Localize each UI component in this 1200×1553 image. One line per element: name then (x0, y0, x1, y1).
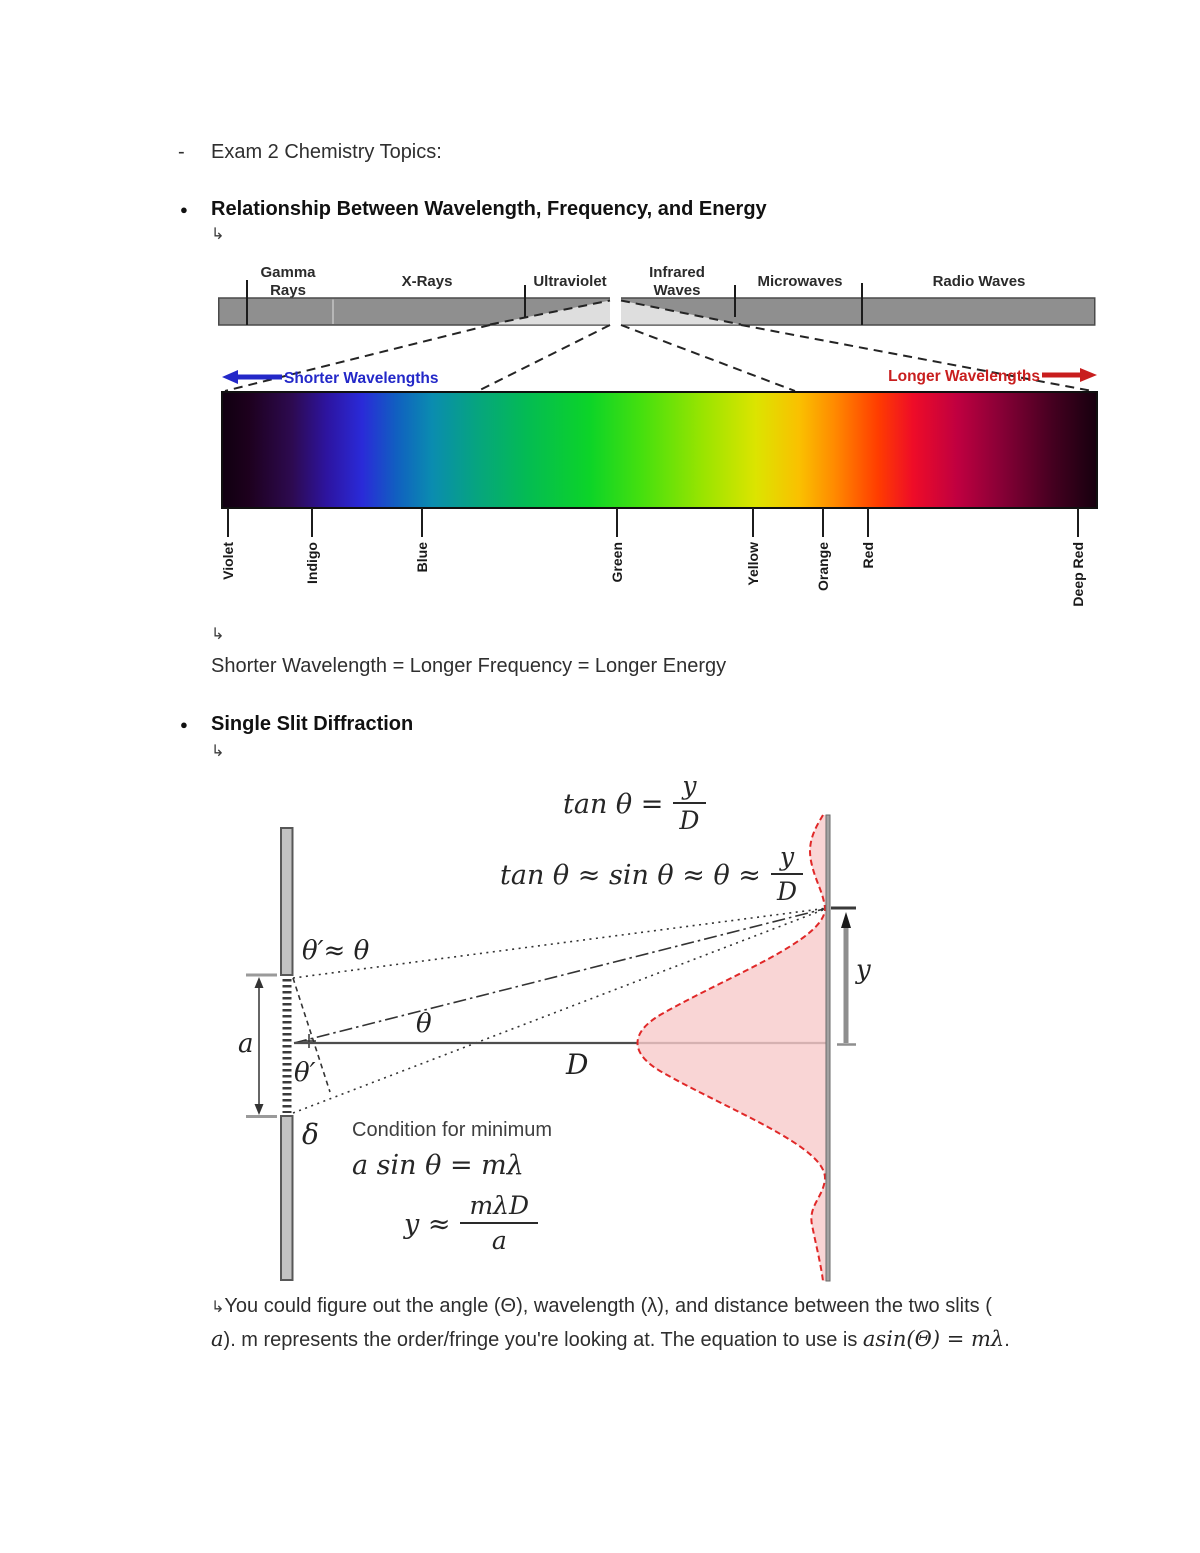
color-ticks (227, 508, 1079, 537)
path-difference-cross-marker (302, 1034, 316, 1048)
band-label-ultraviolet: Ultraviolet (533, 273, 606, 290)
equation-asin-theta: a sin θ = mλ (352, 1150, 524, 1181)
spectrum-label-orange: Orange (815, 542, 831, 591)
slit-barrier-top (280, 827, 294, 976)
eq1-lhs: tan θ = (563, 788, 664, 820)
eq1-fraction: y D (673, 772, 706, 836)
longer-wavelengths-label: Longer Wavelengths (888, 368, 1040, 385)
eq4-fraction: mλD a (460, 1192, 539, 1256)
intensity-curve (636, 814, 827, 1282)
em-spectrum-figure: Gamma Rays X-Rays Ultraviolet Infrared W… (218, 264, 1098, 607)
band-label-microwaves: Microwaves (757, 273, 842, 290)
label-theta-prime: θ′ (294, 1058, 316, 1088)
band-label-radiowaves: Radio Waves (933, 273, 1026, 290)
bullet-icon: ● (180, 202, 188, 217)
intro-dash: - (178, 141, 185, 163)
spectrum-label-blue: Blue (414, 542, 430, 573)
footnote-line2: a). m represents the order/fringe you're… (211, 1327, 1010, 1351)
condition-for-minimum-label: Condition for minimum (352, 1119, 552, 1141)
spectrum-label-deep-red: Deep Red (1070, 542, 1086, 607)
page-title: Exam 2 Chemistry Topics: (211, 141, 442, 163)
shorter-arrowhead-icon (222, 370, 238, 384)
continuation-arrow-icon: ↳ (211, 624, 225, 643)
label-theta: θ (416, 1009, 432, 1039)
continuation-arrow-icon: ↳ (211, 1297, 225, 1316)
band-boundary-ticks (246, 280, 863, 325)
intensity-pattern-fill (637, 815, 827, 1281)
slit-width-dimension (246, 973, 277, 1118)
footnote-paragraph: ↳You could figure out the angle (Θ), wav… (211, 1290, 1071, 1357)
wavelength-note: Shorter Wavelength = Longer Frequency = … (211, 655, 727, 677)
band-label-gamma-line2: Rays (270, 282, 306, 299)
equation-small-angle: tan θ ≈ sin θ ≈ θ ≈ y D (500, 843, 804, 907)
continuation-arrow-icon: ↳ (211, 741, 225, 760)
band-label-xrays: X-Rays (402, 273, 453, 290)
visible-spectrum-bar (221, 391, 1098, 509)
footnote-line1: ↳You could figure out the angle (Θ), wav… (211, 1295, 992, 1317)
rays-to-screen (292, 907, 829, 1114)
equation-y-approx: y ≈ mλD a (404, 1192, 539, 1256)
slit-barrier-bottom (280, 1115, 294, 1281)
equation-tan-theta: tan θ = y D (563, 772, 706, 836)
heading-wavelength-frequency-energy: Relationship Between Wavelength, Frequen… (211, 198, 767, 220)
spectrum-label-yellow: Yellow (745, 542, 761, 586)
single-slit-diffraction-figure: a θ′≈ θ θ θ′ δ D y Condition for minimum (238, 814, 871, 1282)
eq4-lhs: y ≈ (404, 1208, 451, 1240)
spectrum-label-indigo: Indigo (304, 542, 320, 584)
label-theta-approx: θ′≈ θ (302, 936, 370, 966)
shorter-wavelengths-label: Shorter Wavelengths (284, 370, 438, 387)
longer-arrowhead-icon (1080, 368, 1097, 382)
continuation-arrow-icon: ↳ (211, 224, 225, 243)
heading-single-slit-diffraction: Single Slit Diffraction (211, 713, 414, 735)
screen (825, 814, 831, 1282)
eq2-fraction: y D (770, 843, 804, 907)
spectrum-label-green: Green (609, 542, 625, 582)
spectrum-label-red: Red (860, 542, 876, 568)
band-label-infrared-line1: Infrared (649, 264, 705, 281)
label-delta: δ (302, 1118, 319, 1151)
label-slit-width-a: a (238, 1029, 254, 1059)
eq2-lhs: tan θ ≈ sin θ ≈ θ ≈ (500, 859, 761, 891)
dashed-expansion-lines (224, 299, 1093, 392)
spectrum-label-violet: Violet (220, 542, 236, 580)
bullet-icon: ● (180, 717, 188, 732)
band-label-gamma-line1: Gamma (260, 264, 316, 281)
visible-light-gap (610, 296, 621, 327)
label-distance-D: D (565, 1048, 588, 1081)
band-label-infrared-line2: Waves (654, 282, 701, 299)
y-measurement-bar (831, 906, 856, 1046)
label-y: y (855, 955, 871, 985)
